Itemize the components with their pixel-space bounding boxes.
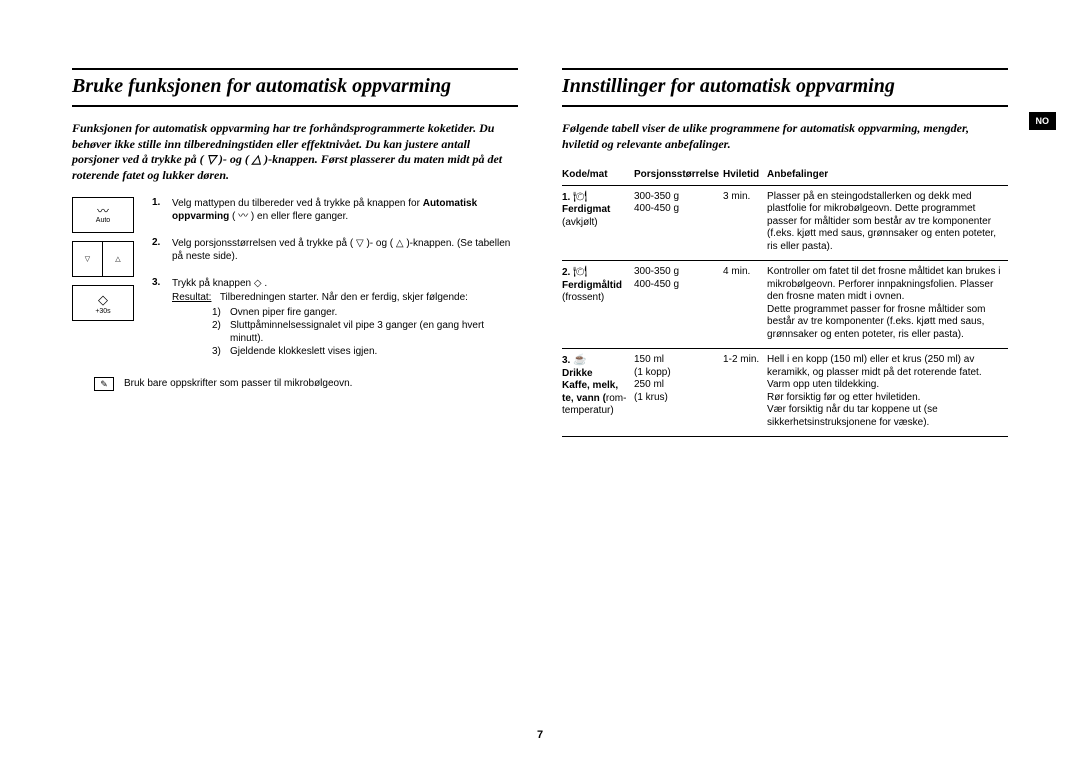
start-button-icon: ◇ +30s [72, 285, 134, 321]
step-3: 3. Trykk på knappen ◇ . Resultat: Tilber… [152, 277, 518, 358]
table-row: 1. 🍽 Ferdigmat (avkjølt) 300-350 g 400-4… [562, 185, 1008, 261]
steps-list: 1. Velg mattypen du tilbereder ved å try… [152, 197, 518, 367]
tip-icon: ✎ [94, 377, 114, 391]
left-intro: Funksjonen for automatisk oppvarming har… [72, 121, 518, 183]
table-row: 2. 🍽 Ferdigmåltid (frossent) 300-350 g 4… [562, 261, 1008, 349]
th-rec: Anbefalinger [767, 166, 1008, 185]
th-portion: Porsjonsstørrelse [634, 166, 723, 185]
right-title: Innstillinger for automatisk oppvarming [562, 68, 1008, 107]
table-row: 3. ☕ Drikke Kaffe, melk, te, vann (rom-t… [562, 349, 1008, 437]
right-column: Innstillinger for automatisk oppvarming … [562, 68, 1008, 437]
left-column: Bruke funksjonen for automatisk oppvarmi… [72, 68, 518, 437]
step-2: 2. Velg porsjonsstørrelsen ved å trykke … [152, 237, 518, 263]
auto-button-icon: 〰 Auto [72, 197, 134, 233]
page-number: 7 [0, 729, 1080, 741]
right-intro: Følgende tabell viser de ulike programme… [562, 121, 1008, 152]
language-tab: NO [1029, 112, 1057, 130]
tip-row: ✎ Bruk bare oppskrifter som passer til m… [72, 377, 518, 391]
step-1: 1. Velg mattypen du tilbereder ved å try… [152, 197, 518, 223]
left-title: Bruke funksjonen for automatisk oppvarmi… [72, 68, 518, 107]
program-table: Kode/mat Porsjonsstørrelse Hviletid Anbe… [562, 166, 1008, 437]
tip-text: Bruk bare oppskrifter som passer til mik… [124, 377, 352, 389]
button-icons-column: 〰 Auto ▽△ ◇ +30s [72, 197, 138, 367]
th-code: Kode/mat [562, 166, 634, 185]
th-rest: Hviletid [723, 166, 767, 185]
updown-button-icon: ▽△ [72, 241, 134, 277]
